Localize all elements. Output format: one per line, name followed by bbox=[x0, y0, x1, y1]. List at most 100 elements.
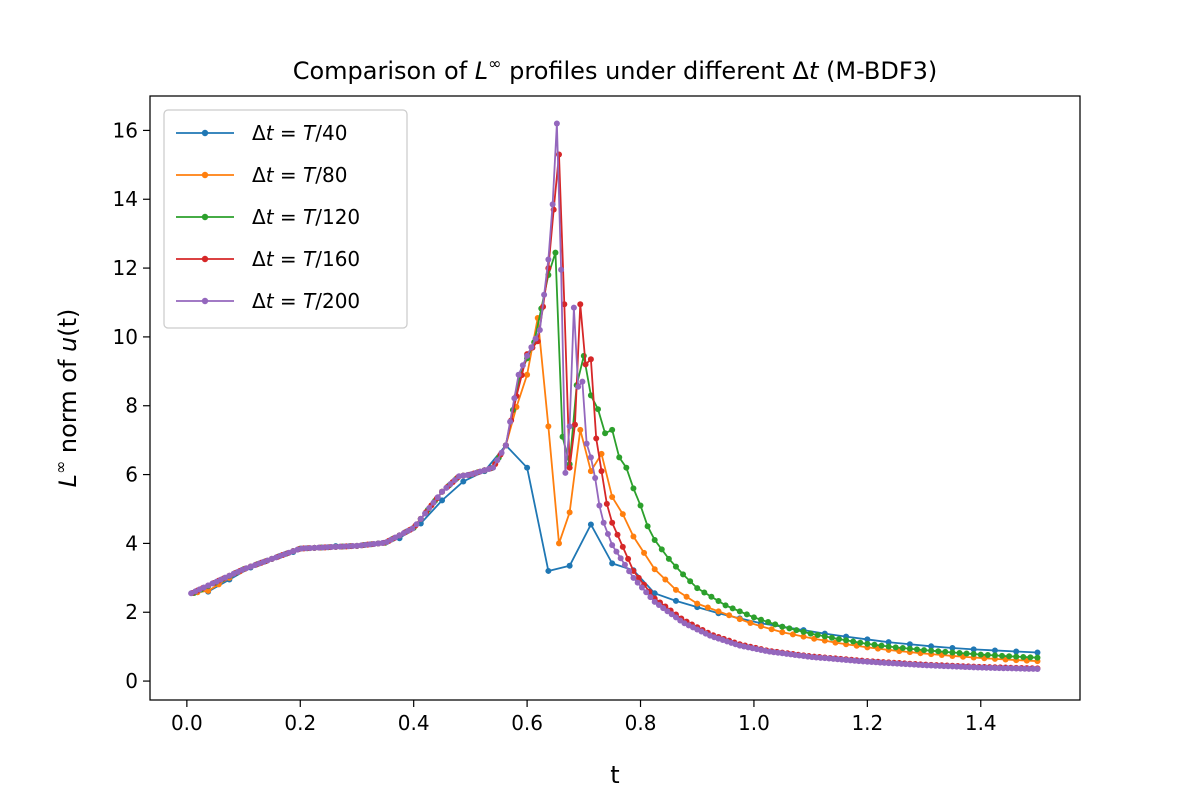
data-point bbox=[894, 660, 901, 667]
data-point bbox=[1013, 648, 1020, 655]
data-point bbox=[566, 423, 573, 430]
data-point bbox=[426, 505, 433, 512]
legend-label: Δt = T/40 bbox=[252, 121, 347, 145]
data-point bbox=[630, 485, 637, 492]
data-point bbox=[949, 649, 956, 656]
data-point bbox=[613, 548, 620, 555]
x-tick-label: 0.6 bbox=[511, 711, 543, 735]
legend-entry: Δt = T/120 bbox=[176, 205, 360, 229]
data-point bbox=[906, 645, 913, 652]
data-point bbox=[409, 525, 416, 532]
data-point bbox=[694, 600, 701, 607]
data-point bbox=[324, 544, 331, 551]
data-point bbox=[987, 664, 994, 671]
data-point bbox=[991, 652, 998, 659]
data-point bbox=[915, 661, 922, 668]
data-point bbox=[621, 561, 628, 568]
data-point bbox=[758, 616, 765, 623]
data-point bbox=[807, 630, 814, 637]
data-point bbox=[634, 579, 641, 586]
data-point bbox=[511, 395, 518, 402]
data-point bbox=[626, 568, 633, 575]
data-point bbox=[536, 327, 543, 334]
data-point bbox=[336, 543, 343, 550]
data-point bbox=[935, 648, 942, 655]
data-point bbox=[722, 602, 729, 609]
data-point bbox=[434, 494, 441, 501]
data-point bbox=[1000, 665, 1007, 672]
data-point bbox=[765, 619, 772, 626]
data-point bbox=[996, 665, 1003, 672]
x-tick-label: 1.2 bbox=[851, 711, 883, 735]
data-point bbox=[545, 423, 552, 430]
data-point bbox=[921, 647, 928, 654]
data-point bbox=[1013, 665, 1020, 672]
data-point bbox=[562, 469, 569, 476]
data-point bbox=[821, 637, 828, 644]
data-point bbox=[911, 661, 918, 668]
data-point bbox=[828, 634, 835, 641]
legend: Δt = T/40 Δt = T/80 Δt = T/120 Δt = T/160 Δt… bbox=[163, 109, 408, 329]
data-point bbox=[651, 590, 658, 597]
data-point bbox=[647, 594, 654, 601]
data-point bbox=[729, 605, 736, 612]
data-point bbox=[857, 639, 864, 646]
data-point bbox=[439, 488, 446, 495]
data-point bbox=[864, 640, 871, 647]
data-point bbox=[701, 589, 708, 596]
data-point bbox=[638, 584, 645, 591]
data-point bbox=[936, 662, 943, 669]
data-point bbox=[587, 356, 594, 363]
data-point bbox=[604, 530, 611, 537]
data-point bbox=[579, 378, 586, 385]
data-point bbox=[928, 662, 935, 669]
data-point bbox=[545, 567, 552, 574]
data-point bbox=[307, 545, 314, 552]
data-point bbox=[575, 383, 582, 390]
data-point bbox=[736, 616, 743, 623]
data-point bbox=[577, 301, 584, 308]
data-point bbox=[877, 659, 884, 666]
data-point bbox=[658, 546, 665, 553]
x-axis-label: t bbox=[610, 761, 619, 789]
data-point bbox=[345, 543, 352, 550]
data-point bbox=[583, 440, 590, 447]
data-point bbox=[970, 651, 977, 658]
data-point bbox=[726, 612, 733, 619]
data-point bbox=[328, 544, 335, 551]
data-point bbox=[582, 361, 589, 368]
data-point bbox=[447, 481, 454, 488]
legend-label: Δt = T/120 bbox=[252, 205, 360, 229]
data-point bbox=[974, 664, 981, 671]
data-point bbox=[349, 543, 356, 550]
data-point bbox=[524, 464, 531, 471]
data-point bbox=[898, 660, 905, 667]
data-point bbox=[814, 631, 821, 638]
data-point bbox=[566, 509, 573, 516]
data-point bbox=[687, 578, 694, 585]
data-point bbox=[630, 574, 637, 581]
data-point bbox=[1004, 665, 1011, 672]
data-point bbox=[665, 555, 672, 562]
data-point bbox=[864, 658, 871, 665]
data-point bbox=[587, 521, 594, 528]
data-point bbox=[1025, 665, 1032, 672]
data-point bbox=[747, 619, 754, 626]
data-point bbox=[549, 201, 556, 208]
legend-entry: Δt = T/40 bbox=[176, 121, 347, 145]
data-point bbox=[662, 576, 669, 583]
legend-marker bbox=[201, 129, 209, 137]
x-tick-label: 0.2 bbox=[284, 711, 316, 735]
data-point bbox=[614, 531, 621, 538]
data-point bbox=[966, 664, 973, 671]
data-point bbox=[651, 598, 658, 605]
data-point bbox=[556, 540, 562, 547]
data-point bbox=[1021, 665, 1028, 672]
data-point bbox=[311, 544, 318, 551]
data-point bbox=[609, 542, 616, 549]
data-point bbox=[984, 652, 991, 658]
data-point bbox=[889, 660, 896, 667]
data-point bbox=[715, 608, 722, 615]
legend-entry: Δt = T/160 bbox=[176, 247, 360, 271]
data-point bbox=[821, 633, 828, 640]
